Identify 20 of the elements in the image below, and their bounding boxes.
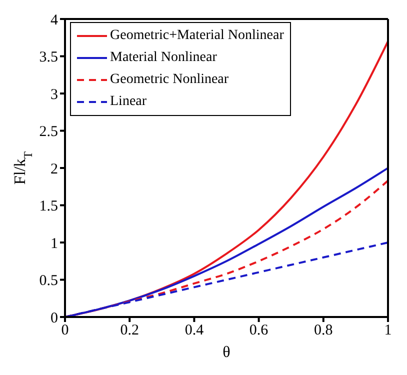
y-tick-label: 4	[50, 12, 58, 28]
x-tick-label: 0.8	[314, 322, 333, 339]
y-tick-label: 0	[50, 310, 58, 326]
x-tick-label: 1	[384, 322, 392, 339]
y-tick-label: 0.5	[39, 273, 58, 290]
y-tick-label: 2.5	[39, 124, 58, 140]
y-tick-label: 2	[50, 161, 58, 178]
y-tick-label: 3.5	[39, 50, 58, 66]
x-axis-title: θ	[222, 344, 230, 361]
legend-label: Material Nonlinear	[110, 49, 217, 67]
x-tick-label: 0.2	[120, 322, 139, 339]
x-tick-label: 0.4	[184, 322, 204, 339]
legend-label: Linear	[110, 93, 147, 111]
x-tick-label: 0	[61, 322, 69, 339]
x-tick-label: 0.6	[249, 322, 269, 339]
y-tick-label: 1	[50, 236, 58, 252]
legend-label: Geometric+Material Nonlinear	[110, 27, 284, 45]
y-tick-label: 1.5	[39, 198, 58, 215]
legend-label: Geometric Nonlinear	[110, 71, 229, 89]
y-tick-label: 3	[50, 86, 58, 103]
